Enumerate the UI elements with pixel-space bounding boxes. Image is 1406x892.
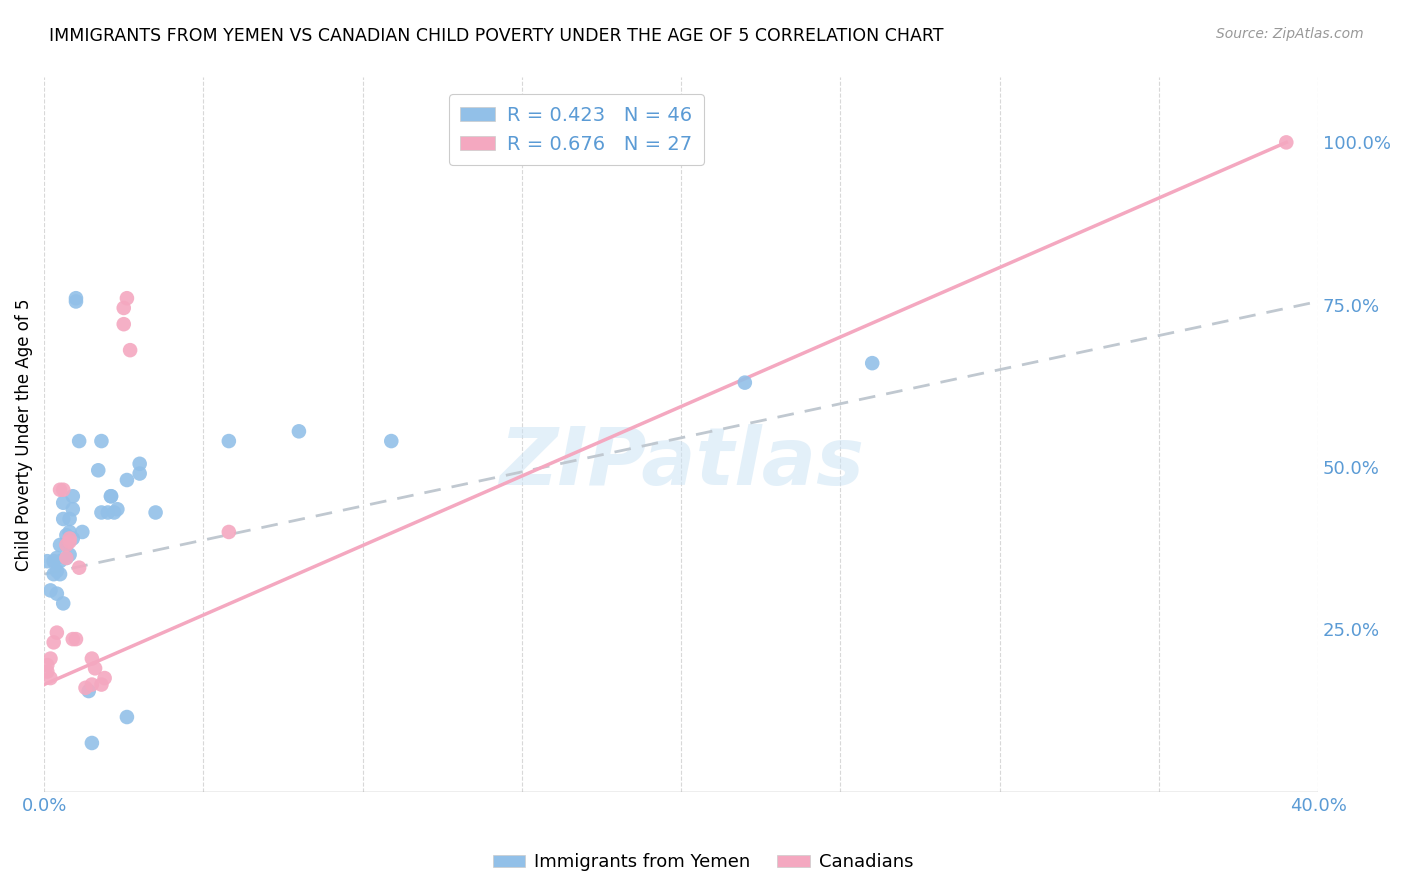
Point	[62, 632, 84, 646]
Point	[49, 554, 72, 568]
Point	[65, 291, 87, 305]
Point	[42, 554, 65, 568]
Point	[49, 567, 72, 582]
Point	[55, 550, 77, 565]
Point	[75, 681, 97, 695]
Text: ZIPatlas: ZIPatlas	[499, 424, 863, 502]
Point	[52, 512, 75, 526]
Point	[65, 632, 87, 646]
Point	[72, 524, 94, 539]
Point	[55, 528, 77, 542]
Point	[128, 457, 150, 471]
Point	[100, 489, 122, 503]
Point	[58, 512, 80, 526]
Point	[80, 677, 103, 691]
Point	[734, 376, 756, 390]
Point	[45, 550, 67, 565]
Point	[112, 317, 135, 331]
Point	[860, 356, 883, 370]
Point	[84, 661, 107, 675]
Point	[42, 567, 65, 582]
Point	[58, 532, 80, 546]
Point	[115, 291, 138, 305]
Point	[39, 583, 62, 598]
Point	[42, 635, 65, 649]
Point	[52, 596, 75, 610]
Point	[67, 560, 90, 574]
Legend: Immigrants from Yemen, Canadians: Immigrants from Yemen, Canadians	[485, 847, 921, 879]
Point	[45, 625, 67, 640]
Y-axis label: Child Poverty Under the Age of 5: Child Poverty Under the Age of 5	[15, 298, 32, 571]
Point	[128, 467, 150, 481]
Point	[52, 483, 75, 497]
Point	[55, 550, 77, 565]
Point	[90, 506, 112, 520]
Point	[90, 677, 112, 691]
Point	[37, 658, 59, 673]
Point	[55, 538, 77, 552]
Point	[52, 496, 75, 510]
Point	[90, 434, 112, 448]
Point	[65, 294, 87, 309]
Point	[58, 534, 80, 549]
Point	[115, 473, 138, 487]
Point	[115, 710, 138, 724]
Point	[49, 538, 72, 552]
Point	[87, 463, 110, 477]
Point	[49, 483, 72, 497]
Point	[380, 434, 402, 448]
Point	[80, 651, 103, 665]
Point	[37, 554, 59, 568]
Point	[45, 564, 67, 578]
Point	[39, 651, 62, 665]
Point	[288, 425, 311, 439]
Point	[112, 301, 135, 315]
Point	[145, 506, 167, 520]
Text: Source: ZipAtlas.com: Source: ZipAtlas.com	[1216, 27, 1364, 41]
Point	[58, 548, 80, 562]
Point	[39, 671, 62, 685]
Text: IMMIGRANTS FROM YEMEN VS CANADIAN CHILD POVERTY UNDER THE AGE OF 5 CORRELATION C: IMMIGRANTS FROM YEMEN VS CANADIAN CHILD …	[49, 27, 943, 45]
Point	[62, 489, 84, 503]
Point	[105, 502, 128, 516]
Point	[37, 665, 59, 679]
Point	[100, 489, 122, 503]
Legend: R = 0.423   N = 46, R = 0.676   N = 27: R = 0.423 N = 46, R = 0.676 N = 27	[449, 95, 704, 165]
Point	[97, 506, 120, 520]
Point	[77, 684, 100, 698]
Point	[62, 532, 84, 546]
Point	[58, 524, 80, 539]
Point	[62, 502, 84, 516]
Point	[1275, 136, 1298, 150]
Point	[120, 343, 142, 358]
Point	[218, 524, 240, 539]
Point	[55, 538, 77, 552]
Point	[67, 434, 90, 448]
Point	[93, 671, 115, 685]
Point	[103, 506, 125, 520]
Point	[218, 434, 240, 448]
Point	[45, 587, 67, 601]
Point	[80, 736, 103, 750]
